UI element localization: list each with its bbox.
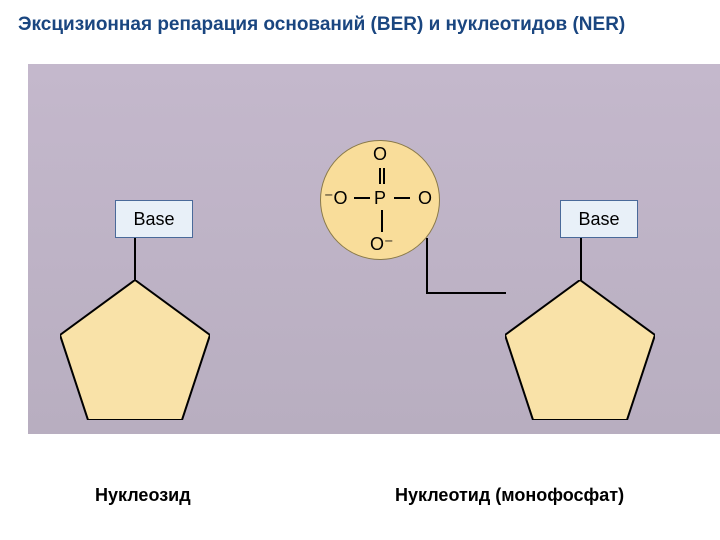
sugar-pentagon-right [505,280,655,420]
pentagon-shape [60,280,210,420]
phosphate-O-top: O [373,144,387,165]
page-root: Эксцизионная репарация оснований (BER) и… [0,0,720,540]
phosphate-O-bottom: O⁻ [370,234,394,255]
caption-nucleotide: Нуклеотид (монофосфат) [395,485,624,506]
page-title: Эксцизионная репарация оснований (BER) и… [18,14,625,36]
base-label-left: Base [133,209,174,230]
pentagon-shape-right [505,280,655,420]
caption-nucleoside: Нуклеозид [95,485,191,506]
sugar-pentagon-left [60,280,210,420]
connector-phosphate-h [426,292,506,294]
base-box-left: Base [115,200,193,238]
phosphate-O-left: ⁻O [324,188,348,209]
connector-right-base [580,238,582,280]
phosphate-O-right: O [418,188,432,209]
base-box-right: Base [560,200,638,238]
base-label-right: Base [578,209,619,230]
connector-phosphate-v [426,238,428,294]
phosphate-P: P [374,188,386,209]
connector-left-base [134,238,136,280]
